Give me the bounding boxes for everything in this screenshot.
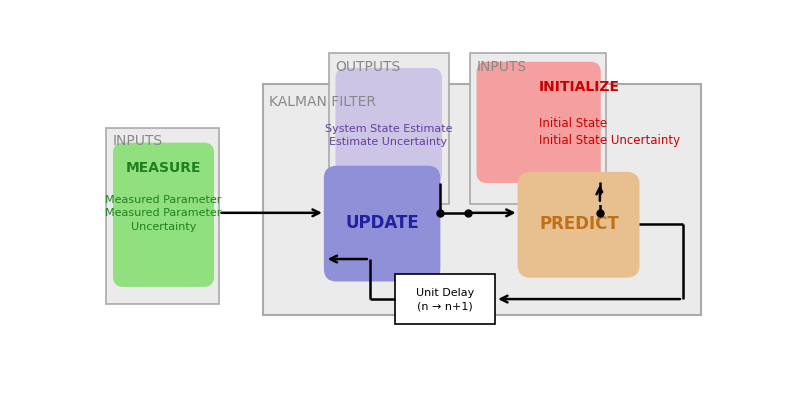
Text: INPUTS: INPUTS	[112, 134, 162, 148]
FancyBboxPatch shape	[518, 173, 638, 277]
Text: UPDATE: UPDATE	[346, 214, 419, 232]
Bar	[329, 54, 449, 204]
Text: KALMAN FILTER: KALMAN FILTER	[269, 95, 376, 109]
Text: Unit Delay
(n → n+1): Unit Delay (n → n+1)	[416, 288, 474, 311]
FancyBboxPatch shape	[325, 167, 439, 281]
FancyBboxPatch shape	[336, 69, 441, 183]
Text: System State Estimate
Estimate Uncertainty: System State Estimate Estimate Uncertain…	[325, 124, 452, 147]
Text: OUTPUTS: OUTPUTS	[335, 59, 400, 74]
Bar	[394, 275, 495, 325]
Bar	[262, 84, 701, 315]
Text: INITIALIZE: INITIALIZE	[538, 80, 620, 94]
Text: Measured Parameter
Measured Parameter
Uncertainty: Measured Parameter Measured Parameter Un…	[106, 195, 222, 232]
Text: MEASURE: MEASURE	[126, 161, 202, 175]
FancyBboxPatch shape	[114, 143, 213, 286]
Text: PREDICT: PREDICT	[539, 216, 619, 233]
Text: INPUTS: INPUTS	[477, 59, 526, 74]
Bar	[470, 54, 606, 204]
Text: Initial State
Initial State Uncertainty: Initial State Initial State Uncertainty	[538, 117, 680, 147]
Bar	[106, 128, 218, 304]
FancyBboxPatch shape	[478, 63, 600, 182]
